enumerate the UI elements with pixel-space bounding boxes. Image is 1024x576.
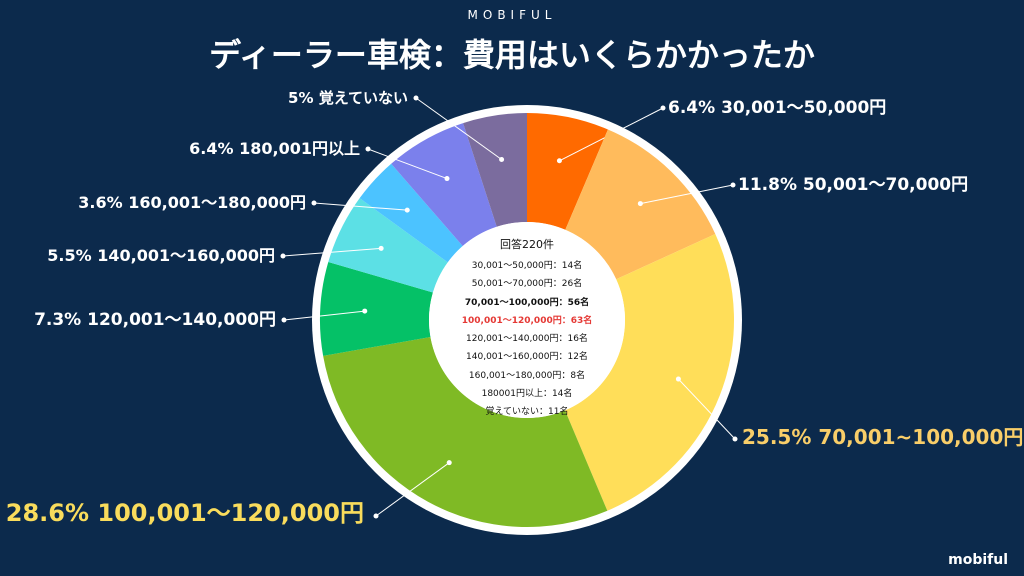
slice-label: 6.4% 180,001円以上	[189, 139, 360, 158]
leader-dot	[444, 176, 450, 182]
leader-dot	[637, 201, 643, 207]
slice-label: 6.4% 30,001〜50,000円	[668, 98, 886, 118]
center-line: 160,001〜180,000円：8名	[468, 370, 586, 381]
slice-label: 11.8% 50,001〜70,000円	[738, 175, 968, 195]
brand-wordmark-bottom: mobiful	[948, 552, 1008, 568]
leader-dot	[373, 513, 379, 519]
slice-label: 28.6% 100,001〜120,000円	[6, 499, 364, 527]
center-line: 70,001〜100,000円：56名	[464, 297, 590, 308]
leader-line	[313, 202, 408, 211]
leader-dot	[413, 95, 419, 101]
pie-slice	[323, 336, 608, 527]
center-summary: 回答220件 30,001〜50,000円：14名 50,001〜70,000円：…	[427, 226, 627, 422]
center-line: 140,001〜160,000円：12名	[466, 352, 588, 363]
page-title: ディーラー車検：費用はいくらかかったか	[209, 36, 815, 74]
pie-slice	[328, 198, 448, 293]
leader-line	[283, 310, 365, 321]
leader-dot	[675, 376, 681, 382]
leader-dot	[404, 207, 410, 213]
pie-slice	[391, 123, 497, 247]
leader-dot	[660, 105, 666, 111]
leader-dot	[499, 156, 505, 162]
brand-wordmark-top: MOBIFUL	[467, 8, 557, 22]
slice-label: 5.5% 140,001〜160,000円	[47, 246, 275, 265]
leader-dot	[732, 436, 738, 442]
center-line: 30,001〜50,000円：14名	[471, 261, 583, 271]
leader-line	[282, 247, 382, 257]
leader-dot	[281, 317, 287, 323]
leader-dot	[730, 182, 736, 188]
slice-label: 25.5% 70,001~100,000円	[742, 425, 1023, 449]
leader-dot	[280, 253, 286, 259]
donut-hole	[429, 222, 625, 418]
leader-dot	[556, 158, 562, 164]
leader-line	[375, 462, 450, 517]
center-heading: 回答220件	[500, 238, 554, 251]
leader-dot	[365, 146, 371, 152]
slice-label: 7.3% 120,001〜140,000円	[34, 310, 276, 330]
slice-label: 5% 覚えていない	[288, 89, 408, 107]
center-line: 120,001〜140,000円：16名	[466, 334, 588, 345]
center-line: 50,001〜70,000円：26名	[471, 279, 583, 290]
leader-line	[415, 97, 502, 160]
slice-label: 3.6% 160,001〜180,000円	[78, 193, 306, 212]
center-lines: 30,001〜50,000円：14名 50,001〜70,000円：26名 70,0…	[427, 257, 627, 422]
leader-line	[640, 184, 734, 205]
center-line: 覚えていない：11名	[485, 407, 569, 418]
pie-slice	[359, 163, 463, 263]
leader-line	[678, 378, 736, 440]
leader-line	[367, 148, 448, 180]
leader-dot	[446, 460, 452, 466]
pie-slice	[527, 113, 608, 230]
center-line: 180001円以上：14名	[481, 389, 573, 400]
pie-slice	[463, 113, 527, 227]
leader-dot	[378, 245, 384, 251]
pie-slice	[565, 234, 734, 511]
center-line: 100,001〜120,000円：63名	[461, 315, 593, 326]
pie-slice	[320, 261, 433, 356]
leader-dot	[311, 200, 317, 206]
leader-dot	[362, 308, 368, 314]
